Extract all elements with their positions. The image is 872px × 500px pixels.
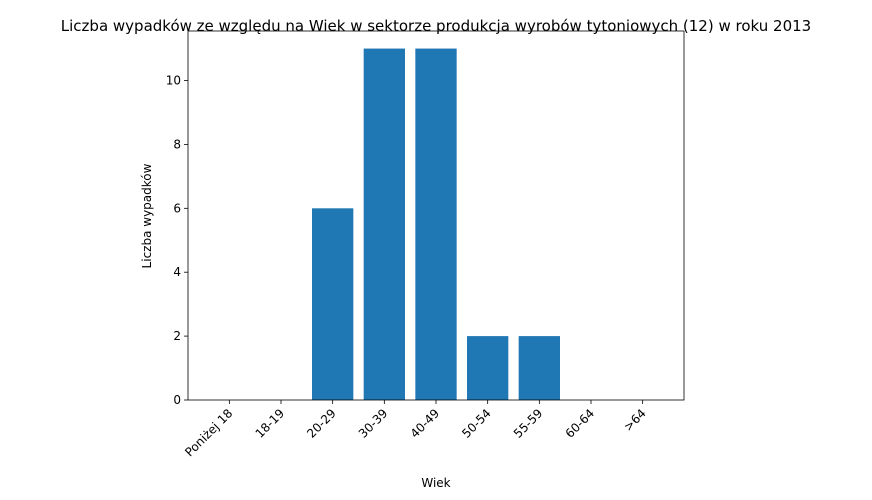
y-tick-label: 0	[173, 393, 181, 407]
bars-group	[312, 48, 560, 400]
x-tick-label: 60-64	[563, 406, 598, 441]
x-tick-label: 50-54	[459, 406, 494, 441]
x-axis-label: Wiek	[421, 476, 450, 490]
bar-50-54	[467, 336, 509, 400]
x-tick-label: 18-19	[253, 406, 288, 441]
x-tick-label: 30-39	[356, 406, 391, 441]
y-tick-label: 6	[173, 201, 181, 215]
x-tick-label: Poniżej 18	[182, 406, 235, 459]
x-tick-label: >64	[621, 406, 649, 434]
y-tick-label: 4	[173, 265, 181, 279]
y-tick-label: 10	[166, 74, 181, 88]
y-axis-label: Liczba wypadków	[140, 163, 154, 268]
x-tick-label: 20-29	[304, 406, 339, 441]
y-tick-label: 2	[173, 329, 181, 343]
y-tick-label: 8	[173, 137, 181, 151]
chart-title: Liczba wypadków ze względu na Wiek w sek…	[61, 17, 811, 35]
bar-30-39	[363, 48, 405, 400]
y-axis-ticks: 0 2 4 6 8 10	[166, 74, 188, 407]
bar-40-49	[415, 48, 457, 400]
bar-20-29	[312, 208, 354, 400]
x-tick-label: 55-59	[511, 406, 546, 441]
x-axis-ticks: Poniżej 18 18-19 20-29 30-39 40-49 50-54 55-59…	[182, 400, 649, 459]
plot-frame	[187, 30, 685, 401]
x-tick-label: 40-49	[408, 406, 443, 441]
bar-55-59	[518, 336, 560, 400]
